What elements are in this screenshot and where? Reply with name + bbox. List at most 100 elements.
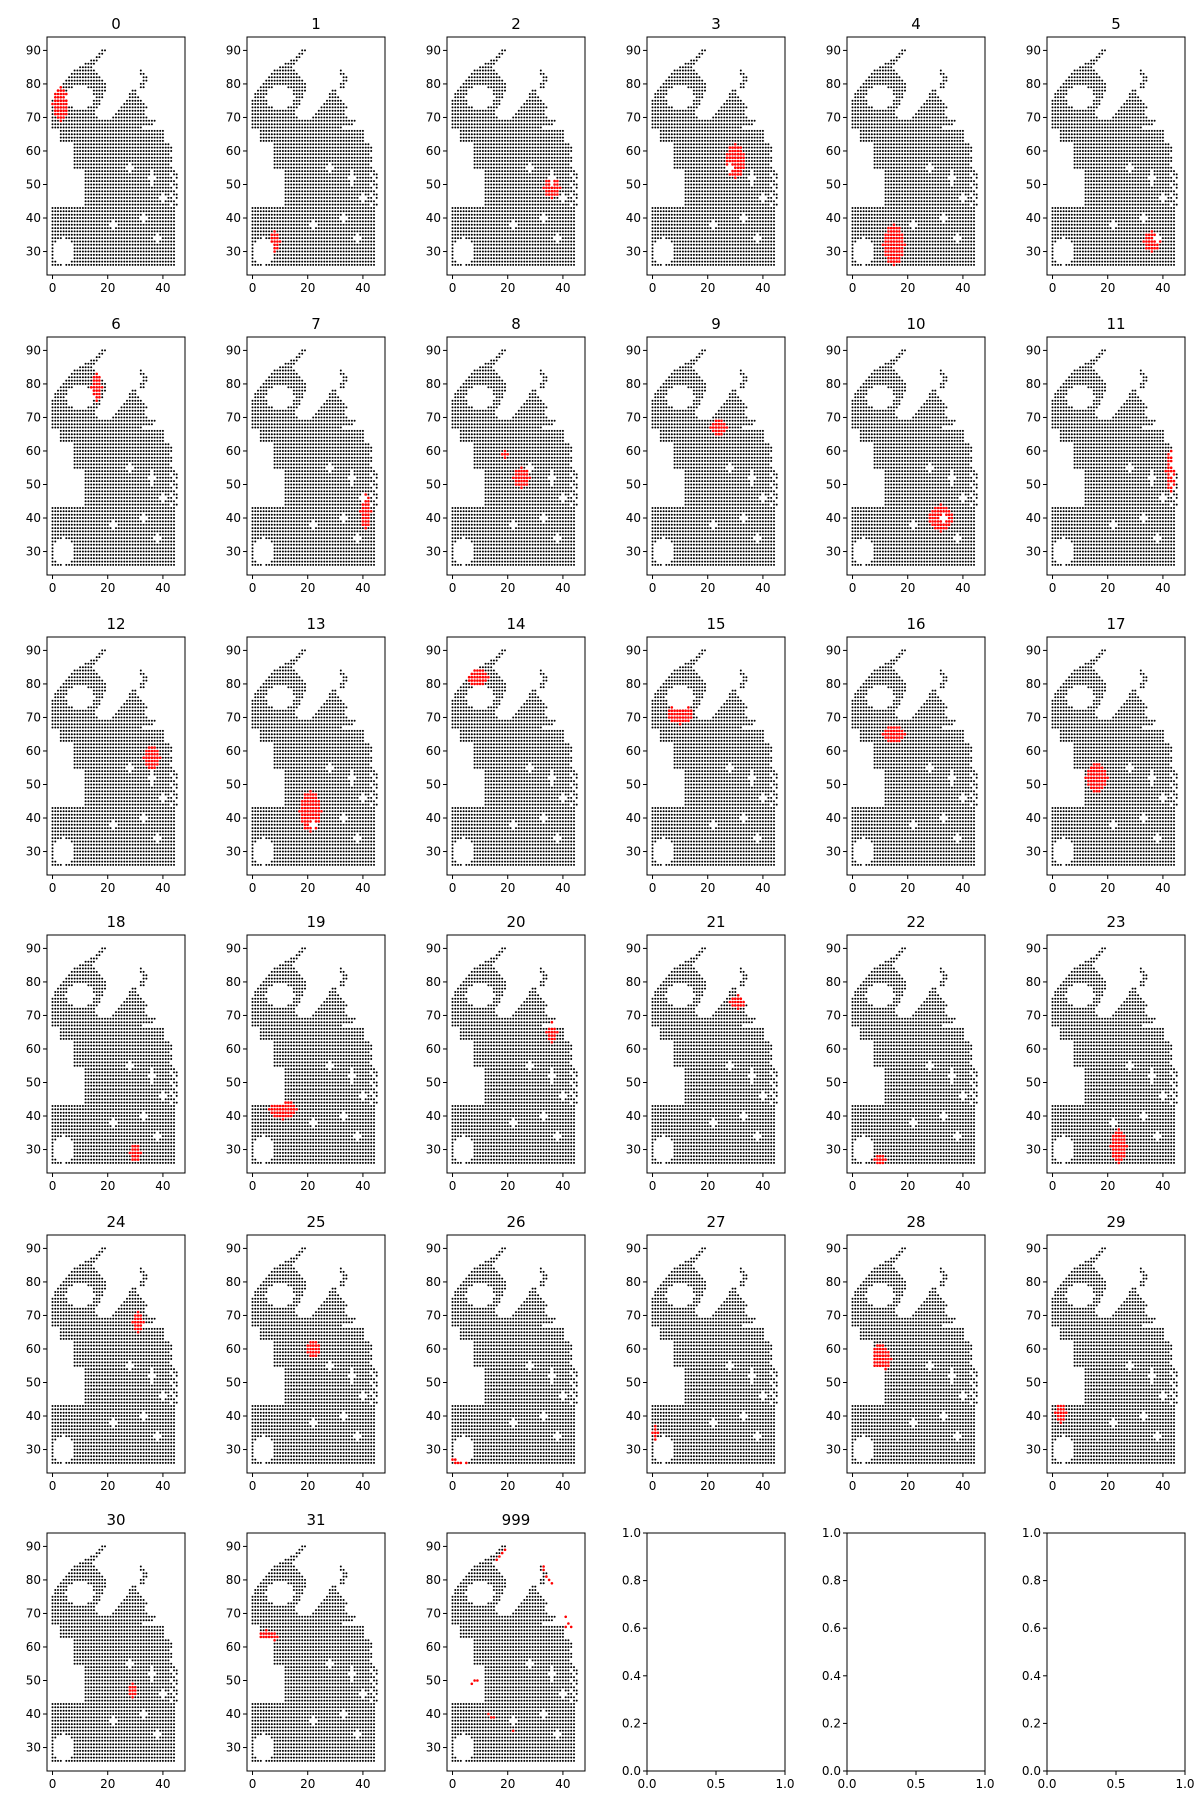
- tissue-spot: [112, 133, 114, 135]
- tissue-spot: [329, 177, 331, 179]
- tissue-spot: [282, 220, 284, 222]
- tissue-spot: [79, 157, 81, 159]
- tissue-spot: [126, 103, 128, 105]
- tissue-spot: [282, 113, 284, 115]
- tissue-spot: [304, 237, 306, 239]
- tissue-spot: [532, 217, 534, 219]
- tissue-spot: [521, 170, 523, 172]
- tissue-spot: [559, 227, 561, 229]
- tissue-spot: [326, 194, 328, 196]
- tissue-spot: [551, 227, 553, 229]
- tissue-spot: [326, 251, 328, 253]
- tissue-spot: [148, 247, 150, 249]
- tissue-spot: [132, 227, 134, 229]
- tissue-spot: [301, 214, 303, 216]
- tissue-spot: [71, 220, 73, 222]
- tissue-spot: [373, 214, 375, 216]
- tissue-spot: [551, 214, 553, 216]
- tissue-spot: [268, 217, 270, 219]
- tissue-spot: [104, 184, 106, 186]
- tissue-spot: [96, 197, 98, 199]
- tissue-spot: [104, 127, 106, 129]
- tissue-spot: [156, 177, 158, 179]
- tissue-spot: [162, 150, 164, 152]
- tissue-spot: [351, 133, 353, 135]
- tissue-spot: [68, 76, 70, 78]
- tissue-spot: [112, 167, 114, 169]
- cluster-spot: [54, 106, 57, 109]
- tissue-spot: [87, 110, 89, 112]
- tissue-spot: [468, 234, 470, 236]
- tissue-spot: [326, 117, 328, 119]
- x-tick-label: 0: [49, 281, 57, 295]
- tissue-spot: [365, 143, 367, 145]
- tissue-spot: [334, 147, 336, 149]
- tissue-spot: [482, 237, 484, 239]
- tissue-spot: [367, 160, 369, 162]
- tissue-spot: [312, 137, 314, 139]
- tissue-spot: [296, 184, 298, 186]
- tissue-spot: [137, 177, 139, 179]
- tissue-spot: [132, 187, 134, 189]
- tissue-spot: [96, 261, 98, 263]
- tissue-spot: [570, 261, 572, 263]
- tissue-spot: [134, 117, 136, 119]
- tissue-spot: [501, 184, 503, 186]
- tissue-spot: [340, 120, 342, 122]
- tissue-spot: [515, 237, 517, 239]
- tissue-spot: [515, 187, 517, 189]
- tissue-spot: [376, 184, 378, 186]
- tissue-spot: [485, 184, 487, 186]
- tissue-spot: [101, 230, 103, 232]
- tissue-spot: [154, 227, 156, 229]
- tissue-spot: [279, 123, 281, 125]
- tissue-spot: [463, 230, 465, 232]
- tissue-spot: [537, 244, 539, 246]
- tissue-spot: [159, 147, 161, 149]
- tissue-spot: [318, 117, 320, 119]
- tissue-spot: [551, 230, 553, 232]
- tissue-spot: [496, 167, 498, 169]
- tissue-spot: [523, 234, 525, 236]
- tissue-spot: [162, 177, 164, 179]
- tissue-spot: [68, 224, 70, 226]
- tissue-spot: [145, 234, 147, 236]
- tissue-spot: [348, 254, 350, 256]
- tissue-spot: [296, 127, 298, 129]
- tissue-spot: [96, 257, 98, 259]
- tissue-spot: [307, 184, 309, 186]
- tissue-spot: [74, 251, 76, 253]
- tissue-spot: [556, 261, 558, 263]
- tissue-spot: [90, 257, 92, 259]
- tissue-spot: [318, 217, 320, 219]
- tissue-spot: [340, 170, 342, 172]
- tissue-spot: [354, 160, 356, 162]
- tissue-spot: [293, 73, 295, 75]
- tissue-spot: [329, 160, 331, 162]
- tissue-spot: [329, 230, 331, 232]
- tissue-spot: [540, 220, 542, 222]
- tissue-spot: [148, 120, 150, 122]
- tissue-spot: [115, 197, 117, 199]
- tissue-spot: [362, 153, 364, 155]
- tissue-spot: [348, 157, 350, 159]
- tissue-spot: [332, 187, 334, 189]
- tissue-spot: [252, 214, 254, 216]
- tissue-spot: [296, 157, 298, 159]
- tissue-spot: [74, 153, 76, 155]
- tissue-spot: [87, 184, 89, 186]
- tissue-spot: [79, 241, 81, 243]
- tissue-spot: [493, 204, 495, 206]
- tissue-spot: [96, 56, 98, 58]
- tissue-spot: [143, 113, 145, 115]
- tissue-spot: [162, 261, 164, 263]
- tissue-spot: [118, 140, 120, 142]
- tissue-spot: [567, 180, 569, 182]
- tissue-spot: [137, 210, 139, 212]
- tissue-spot: [510, 247, 512, 249]
- tissue-spot: [104, 210, 106, 212]
- tissue-spot: [504, 227, 506, 229]
- tissue-spot: [276, 160, 278, 162]
- tissue-spot: [482, 214, 484, 216]
- tissue-spot: [54, 120, 56, 122]
